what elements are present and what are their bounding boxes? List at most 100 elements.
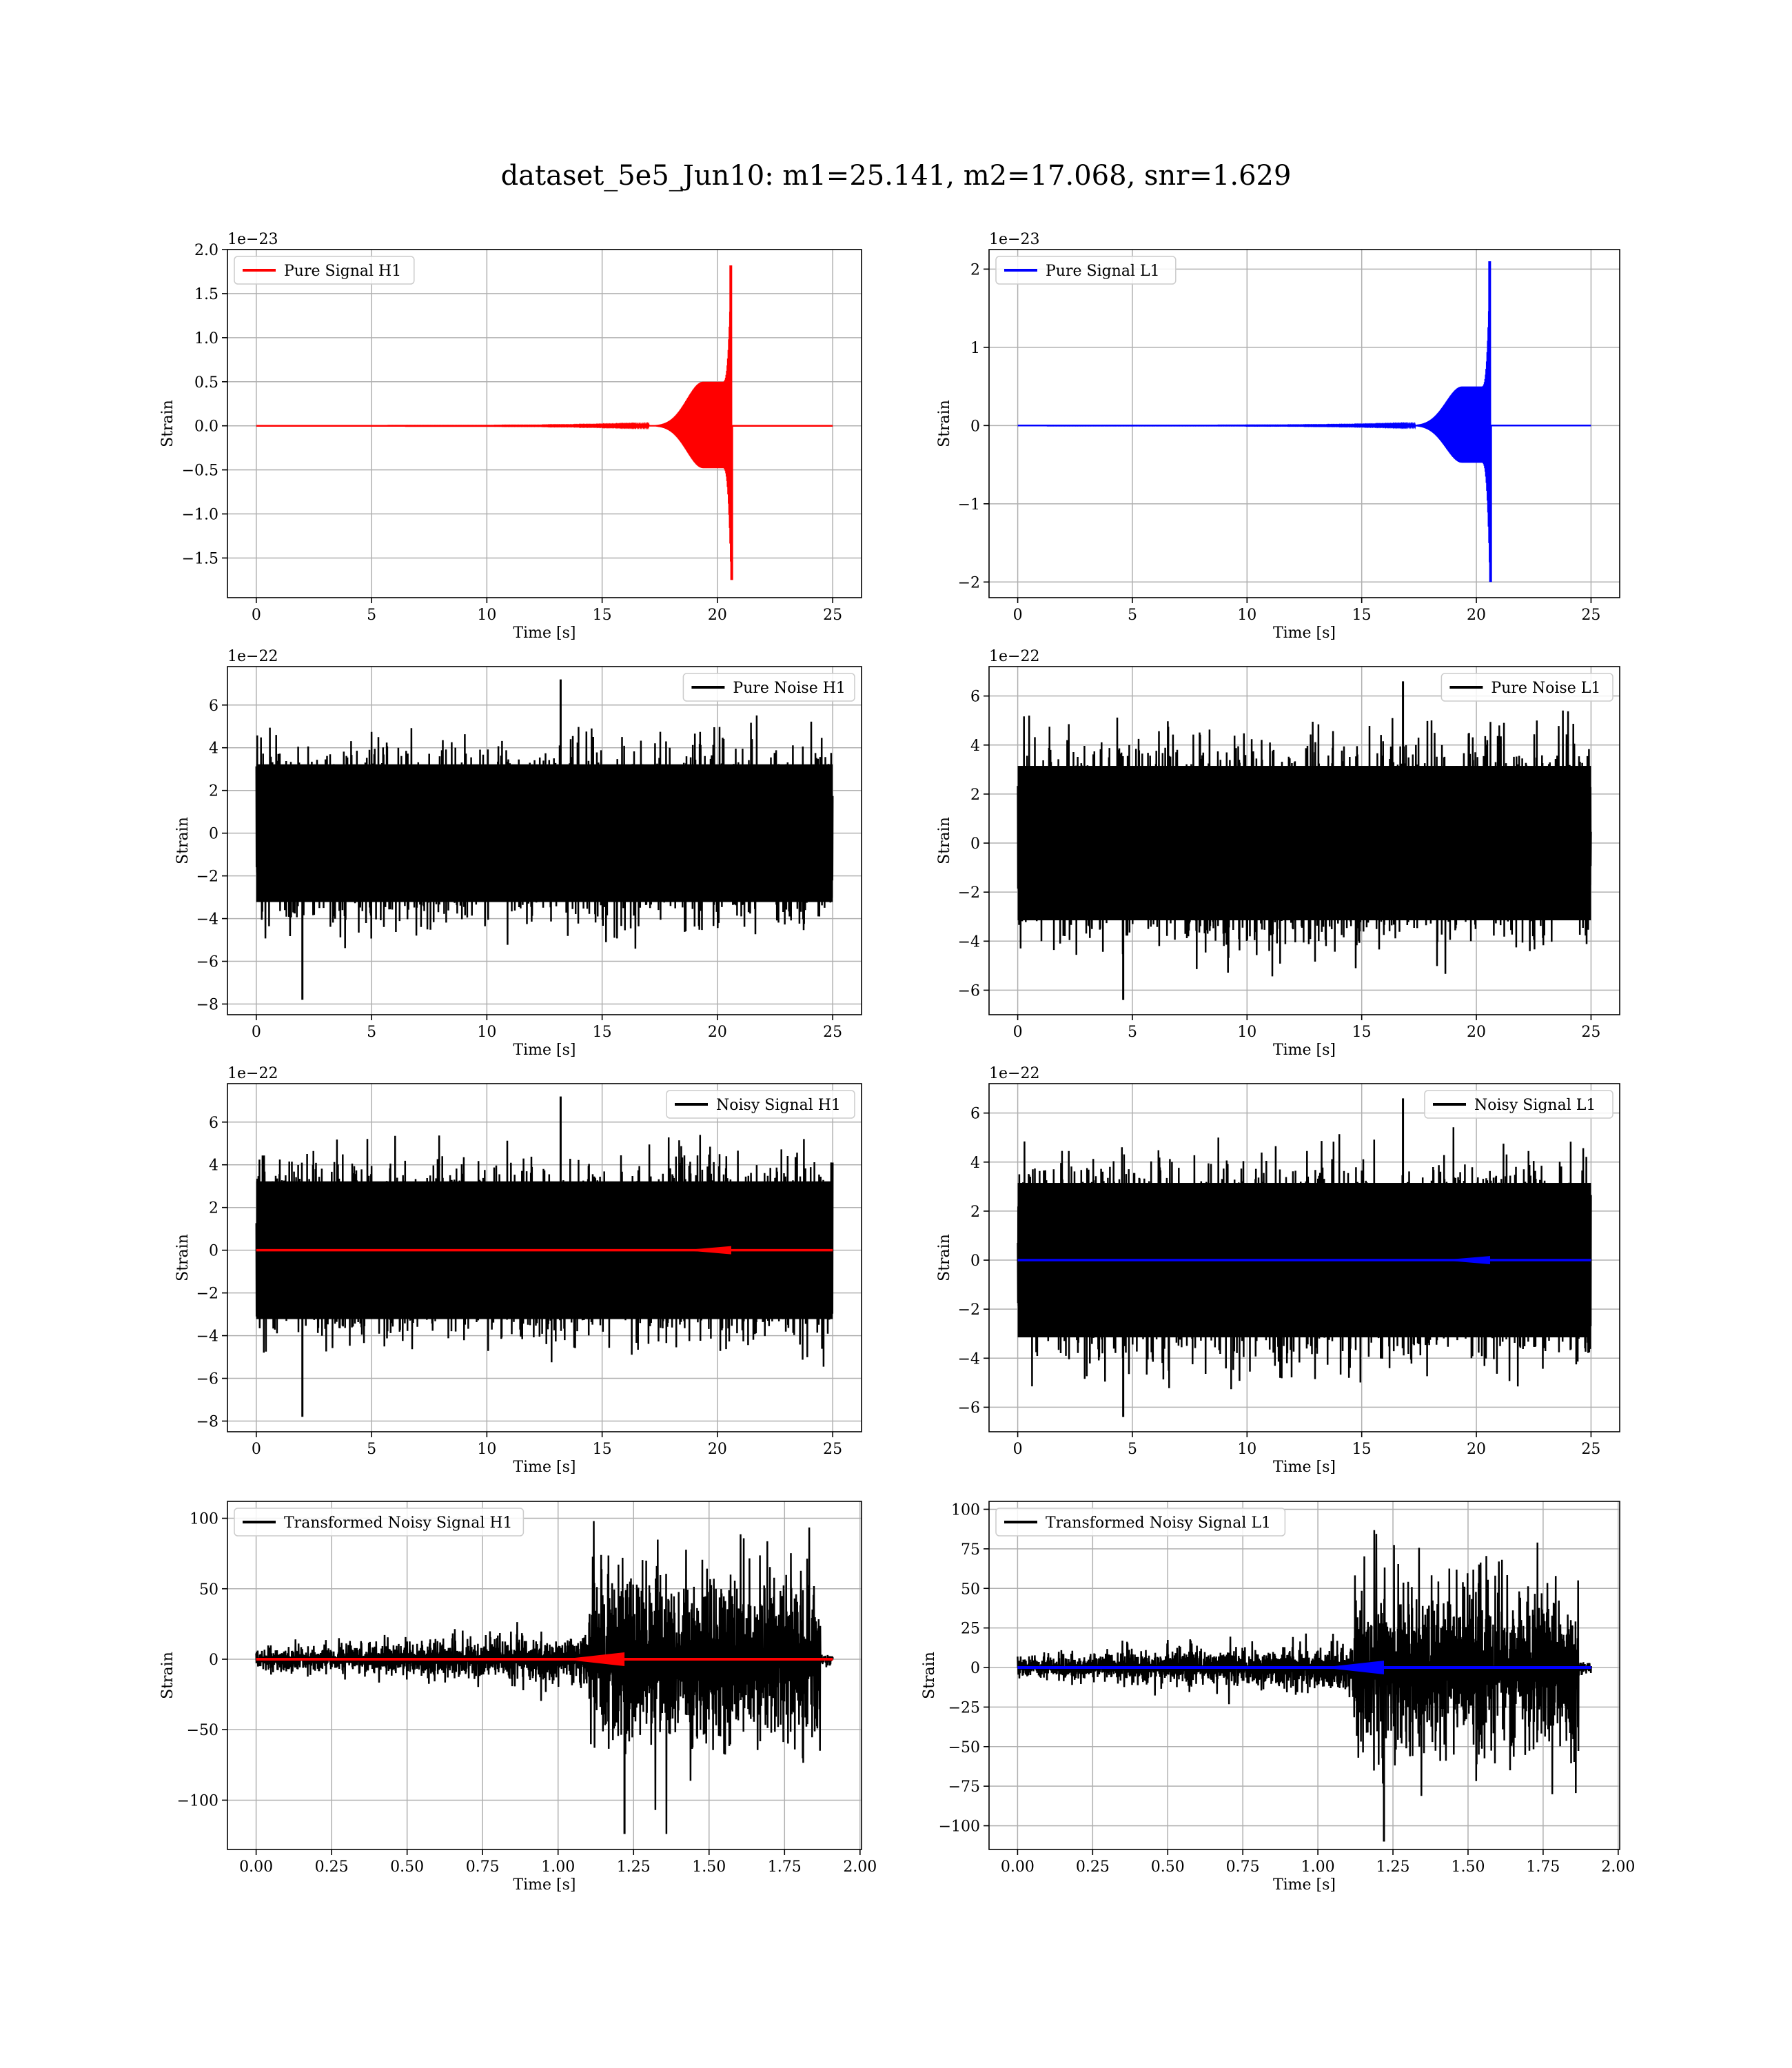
- y-tick-label: 4: [209, 1157, 218, 1175]
- plot-area: [255, 1096, 834, 1417]
- y-tick-label: 2: [970, 1204, 980, 1221]
- y-tick-label: 2: [970, 261, 980, 278]
- y-axis-label: Strain: [936, 817, 953, 864]
- x-tick-label: 0.50: [1151, 1858, 1185, 1876]
- legend-label: Pure Signal L1: [1046, 263, 1160, 280]
- x-tick-label: 1.50: [692, 1858, 726, 1876]
- x-tick-label: 5: [367, 1441, 376, 1458]
- axes-frame: [227, 1083, 862, 1432]
- y-tick-label: −1: [958, 496, 980, 514]
- offset-text: 1e−22: [227, 648, 278, 665]
- legend: Noisy Signal H1: [666, 1090, 855, 1119]
- y-tick-label: 25: [961, 1621, 980, 1638]
- legend: Pure Signal H1: [234, 256, 415, 285]
- series-line: [1017, 281, 1591, 562]
- x-tick-label: 10: [477, 1024, 496, 1041]
- x-tick-label: 0.75: [466, 1858, 500, 1876]
- y-tick-label: −100: [177, 1792, 218, 1810]
- subplot-2: 0 5 10 15 20 25 −2 −1 0 1 2 Time [s] Strain 1e−23 Pure…: [936, 231, 1620, 642]
- y-tick-label: 75: [961, 1541, 980, 1559]
- x-tick-label: 0: [252, 1441, 261, 1458]
- y-tick-label: 1.5: [194, 286, 218, 303]
- x-tick-label: 25: [823, 1441, 842, 1458]
- x-tick-label: 0.75: [1226, 1858, 1260, 1876]
- x-tick-label: 10: [1237, 1024, 1256, 1041]
- noise-line: [255, 1521, 834, 1834]
- axes-frame: [227, 249, 862, 598]
- subplot-1: 0 5 10 15 20 25 −1.5 −1.0 −0.5 0.0 0.5 1.0 1.5 2.0 Tim…: [159, 231, 862, 642]
- noise-core: [256, 764, 833, 902]
- legend: Transformed Noisy Signal L1: [995, 1508, 1286, 1537]
- signal-merger: [562, 1652, 625, 1666]
- x-tick-label: 1.00: [541, 1858, 575, 1876]
- legend-label: Pure Noise H1: [733, 680, 846, 697]
- x-tick-label: 1.75: [768, 1858, 802, 1876]
- x-tick-label: 5: [367, 1024, 376, 1041]
- legend-box: [1440, 673, 1613, 702]
- plot-area: [1017, 1098, 1592, 1417]
- y-tick-label: −2: [958, 884, 980, 902]
- x-tick-label: 15: [593, 607, 612, 624]
- legend-box: [995, 1508, 1286, 1537]
- y-tick-label: −50: [187, 1722, 218, 1739]
- x-tick-label: 25: [823, 607, 842, 624]
- y-tick-label: −2: [196, 869, 218, 886]
- legend: Pure Signal L1: [995, 256, 1177, 285]
- x-tick-label: 15: [1352, 1441, 1372, 1458]
- legend-box: [666, 1090, 855, 1119]
- x-tick-label: 1.00: [1301, 1858, 1335, 1876]
- y-tick-label: 50: [961, 1581, 980, 1598]
- y-axis-label: Strain: [936, 1234, 953, 1281]
- x-tick-label: 0.50: [390, 1858, 424, 1876]
- y-tick-label: −75: [948, 1778, 980, 1796]
- y-tick-label: −1.5: [182, 550, 218, 567]
- y-tick-label: 2: [209, 783, 218, 800]
- x-tick-label: 1.25: [617, 1858, 651, 1876]
- legend-label: Noisy Signal H1: [716, 1097, 841, 1114]
- y-tick-label: −6: [196, 1371, 218, 1388]
- y-tick-label: 6: [209, 698, 218, 715]
- x-axis-label: Time [s]: [513, 1876, 576, 1894]
- x-tick-label: 15: [593, 1441, 612, 1458]
- x-tick-label: 0.00: [1001, 1858, 1035, 1876]
- x-axis-label: Time [s]: [513, 1459, 576, 1476]
- y-tick-label: −50: [948, 1739, 980, 1756]
- offset-text: 1e−23: [227, 231, 278, 248]
- y-tick-label: 6: [209, 1115, 218, 1132]
- y-tick-label: 0: [970, 835, 980, 853]
- signal-merger: [682, 1246, 731, 1255]
- x-axis-label: Time [s]: [1273, 1042, 1336, 1059]
- x-tick-label: 25: [1581, 607, 1600, 624]
- x-tick-label: 20: [1467, 1441, 1486, 1458]
- subplot-7: 0.00 0.25 0.50 0.75 1.00 1.25 1.50 1.75 2.00 −100…: [159, 1501, 877, 1894]
- legend-label: Transformed Noisy Signal H1: [284, 1514, 513, 1532]
- y-tick-label: 0: [970, 418, 980, 435]
- y-tick-label: −2: [958, 574, 980, 591]
- x-tick-label: 2.00: [843, 1858, 877, 1876]
- x-tick-label: 10: [1237, 607, 1256, 624]
- legend-box: [234, 1508, 525, 1537]
- x-tick-label: 20: [708, 607, 727, 624]
- y-tick-label: −25: [948, 1699, 980, 1716]
- offset-text: 1e−22: [989, 648, 1039, 665]
- x-tick-label: 0: [1013, 1441, 1023, 1458]
- x-axis-label: Time [s]: [513, 625, 576, 642]
- x-tick-label: 20: [1467, 607, 1486, 624]
- offset-text: 1e−23: [989, 231, 1039, 248]
- y-tick-label: 0.5: [194, 374, 218, 392]
- x-tick-label: 20: [1467, 1024, 1486, 1041]
- y-tick-label: −6: [196, 954, 218, 971]
- subplot-8: 0.00 0.25 0.50 0.75 1.00 1.25 1.50 1.75 2.00 −100…: [921, 1501, 1635, 1894]
- y-axis-label: Strain: [921, 1652, 938, 1699]
- legend: Pure Noise H1: [682, 673, 855, 702]
- plot-area: [255, 679, 834, 1000]
- x-tick-label: 0: [252, 607, 261, 624]
- x-tick-label: 0.25: [1076, 1858, 1110, 1876]
- plot-area: [1017, 261, 1591, 582]
- legend: Transformed Noisy Signal H1: [234, 1508, 525, 1537]
- y-tick-label: 0: [209, 1243, 218, 1260]
- x-tick-label: 1.50: [1451, 1858, 1485, 1876]
- y-axis-label: Strain: [174, 817, 192, 864]
- legend-label: Transformed Noisy Signal L1: [1046, 1514, 1271, 1532]
